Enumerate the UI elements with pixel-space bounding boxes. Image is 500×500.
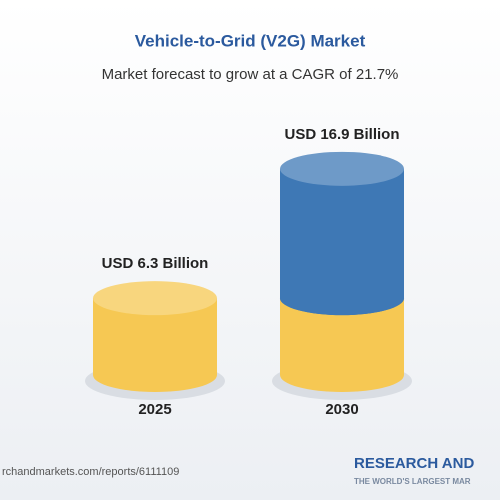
value-label: USD 16.9 Billion xyxy=(284,126,399,143)
chart-title: Vehicle-to-Grid (V2G) Market xyxy=(135,31,366,50)
cylinder-top xyxy=(93,281,217,316)
logo: RESEARCH AND xyxy=(354,455,474,472)
tagline: THE WORLD'S LARGEST MAR xyxy=(354,477,471,486)
source: rchandmarkets.com/reports/6111109 xyxy=(2,466,179,478)
cylinder xyxy=(280,168,404,299)
cylinder-top xyxy=(280,151,404,186)
category-label: 2025 xyxy=(138,401,171,418)
chart-subtitle: Market forecast to grow at a CAGR of 21.… xyxy=(102,66,399,83)
value-label: USD 6.3 Billion xyxy=(102,255,209,272)
category-label: 2030 xyxy=(325,401,358,418)
